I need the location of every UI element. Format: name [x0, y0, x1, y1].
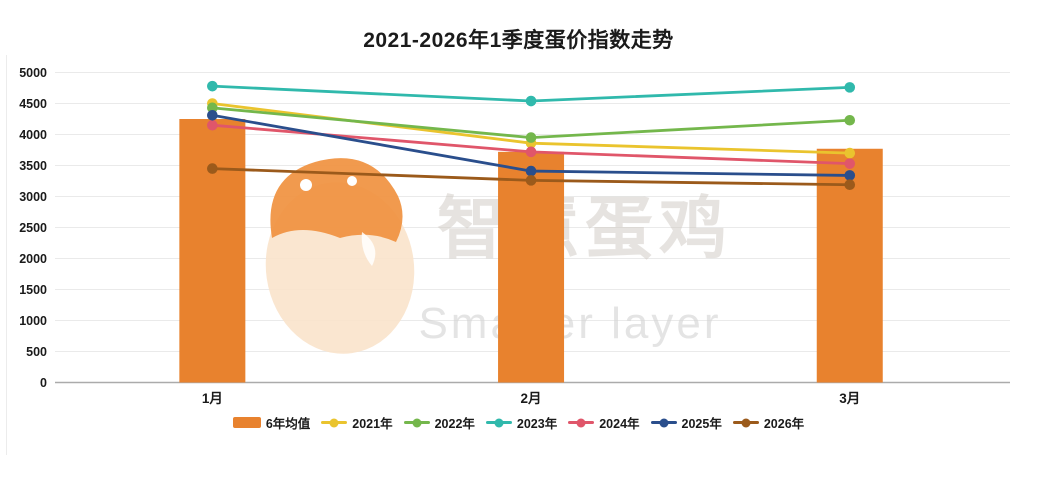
marker-2026年-2月 — [525, 175, 537, 186]
legend-line-marker-icon — [650, 418, 677, 427]
chick-logo-wing-icon — [361, 232, 376, 266]
legend-line-marker-icon — [568, 418, 595, 427]
y-axis-tick-label: 1000 — [19, 314, 47, 328]
marker-2024年-2月 — [525, 146, 537, 158]
marker-2025年-1月 — [207, 109, 218, 121]
chart-legend: 6年均值 2021年 2022年 2023年 2024年 2025年 2026年 — [0, 413, 1037, 432]
y-axis-tick-label: 4500 — [19, 97, 47, 111]
legend-label: 2023年 — [516, 417, 558, 431]
y-axis-tick-label: 3000 — [19, 190, 47, 204]
y-axis-tick-label: 500 — [26, 345, 47, 359]
legend-label: 2026年 — [763, 417, 805, 431]
legend-line-marker-icon — [403, 418, 430, 427]
legend-dot-icon — [659, 418, 669, 427]
legend-label: 2021年 — [352, 417, 393, 431]
legend-item-2021年[interactable]: 2021年 — [321, 413, 393, 432]
marker-2022年-3月 — [844, 114, 856, 126]
legend-label: 6年均值 — [265, 417, 311, 431]
legend-line-marker-icon — [321, 418, 348, 427]
marker-2025年-3月 — [844, 170, 856, 181]
marker-2022年-1月 — [207, 102, 218, 114]
marker-2022年-2月 — [525, 132, 537, 143]
legend-line-marker-icon — [732, 418, 759, 427]
marker-2024年-1月 — [207, 119, 218, 131]
legend-dot-icon — [576, 418, 586, 427]
marker-2023年-3月 — [844, 82, 856, 93]
y-axis-tick-label: 1500 — [19, 283, 47, 297]
card-left-edge — [6, 55, 7, 455]
x-axis-label-3月: 3月 — [839, 391, 860, 406]
watermark: 智慧蛋鸡 Smarter layer — [265, 158, 733, 354]
legend-line-marker-icon — [485, 418, 512, 427]
legend-label: 2025年 — [681, 417, 722, 431]
chick-logo-eye-icon — [347, 176, 357, 186]
bar-6年均值-2月 — [498, 151, 565, 383]
legend-item-2025年[interactable]: 2025年 — [650, 413, 722, 432]
marker-2023年-1月 — [207, 80, 218, 92]
legend-item-6年均值[interactable]: 6年均值 — [232, 413, 311, 432]
watermark-cn-text: 智慧蛋鸡 — [437, 191, 733, 267]
marker-2024年-3月 — [844, 158, 856, 169]
y-axis-tick-label: 0 — [40, 376, 47, 390]
watermark-en-text: Smarter layer — [418, 299, 721, 348]
legend-item-2022年[interactable]: 2022年 — [403, 413, 475, 432]
legend-item-2026年[interactable]: 2026年 — [732, 413, 805, 432]
legend-dot-icon — [329, 418, 339, 427]
marker-2026年-3月 — [844, 179, 856, 191]
x-axis-label-2月: 2月 — [521, 391, 542, 406]
legend-label: 2022年 — [434, 417, 475, 431]
legend-item-2023年[interactable]: 2023年 — [485, 413, 558, 432]
chart-title: 2021-2026年1季度蛋价指数走势 — [363, 29, 674, 52]
legend-dot-icon — [494, 418, 504, 427]
legend-label: 2024年 — [599, 417, 640, 431]
marker-2026年-1月 — [207, 163, 218, 174]
bar-6年均值-1月 — [179, 119, 246, 383]
marker-2021年-3月 — [844, 147, 856, 159]
combo-chart-canvas: 0 500 1000 1500 2000 2500 3000 3500 4000 4500 5000… — [19, 66, 1010, 406]
marker-2025年-2月 — [525, 165, 537, 177]
y-axis-tick-label: 2000 — [19, 252, 47, 266]
y-axis-tick-label: 3500 — [19, 159, 47, 173]
legend-dot-icon — [412, 418, 422, 427]
legend-item-2024年[interactable]: 2024年 — [568, 413, 640, 432]
y-axis-tick-label: 5000 — [19, 66, 47, 80]
y-axis-tick-label: 4000 — [19, 128, 47, 142]
chick-logo-head-icon — [270, 158, 403, 242]
chick-logo-eye-icon — [300, 179, 312, 191]
y-axis-tick-label: 2500 — [19, 221, 47, 235]
legend-dot-icon — [741, 418, 751, 427]
marker-2023年-2月 — [525, 95, 537, 107]
legend-bar-swatch-icon — [232, 417, 261, 428]
x-axis-label-1月: 1月 — [202, 391, 223, 406]
